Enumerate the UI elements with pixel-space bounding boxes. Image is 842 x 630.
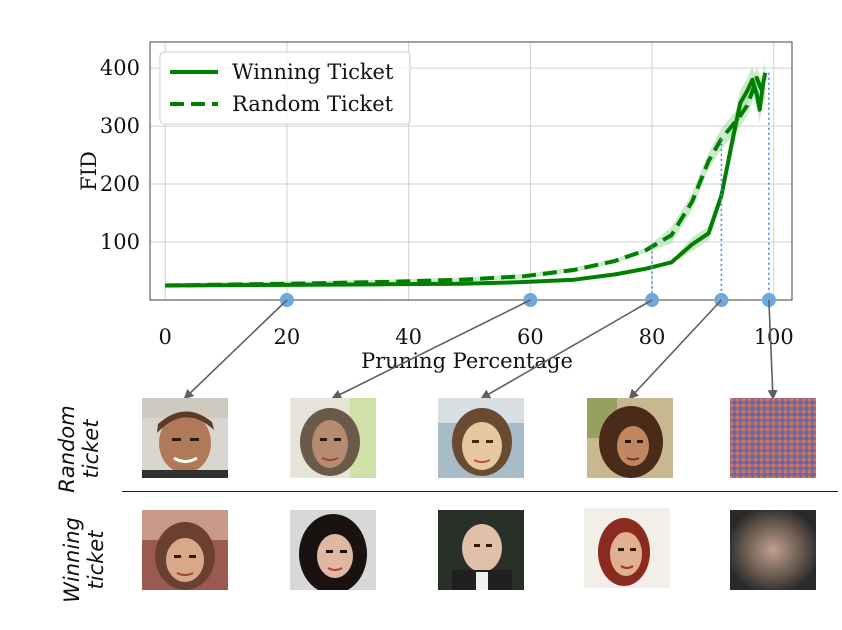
x-tick-label-0: 0 — [159, 325, 172, 349]
row-label-winning-ticket: Winning ticket — [60, 510, 108, 610]
row-label-random-ticket: Random ticket — [55, 399, 103, 499]
x-tick-label-80: 80 — [639, 325, 666, 349]
y-axis-label: FID — [77, 151, 101, 191]
x-tick-label-20: 20 — [274, 325, 301, 349]
random-sample-image-1 — [142, 398, 228, 478]
arrow-to-sample-2 — [331, 299, 531, 399]
winning-sample-image-1 — [142, 510, 228, 590]
random-sample-image-3 — [438, 398, 524, 478]
y-tick-label-100: 100 — [100, 230, 140, 254]
y-tick-label-200: 200 — [100, 172, 140, 196]
legend-label-random-ticket: Random Ticket — [232, 92, 394, 116]
random-sample-noise-image — [730, 398, 816, 478]
winning-sample-image-4 — [584, 508, 670, 588]
random-sample-image-4 — [587, 398, 673, 478]
arrow-to-sample-3 — [480, 299, 653, 399]
winning-sample-noise-image — [730, 510, 816, 590]
row-label-winning-line1: Winning — [60, 517, 84, 603]
row-label-random-line2: ticket — [79, 419, 103, 479]
random-sample-image-2 — [290, 398, 376, 478]
x-tick-label-40: 40 — [395, 325, 422, 349]
arrow-to-sample-4 — [628, 299, 722, 400]
y-tick-label-300: 300 — [100, 114, 140, 138]
x-tick-label-60: 60 — [517, 325, 544, 349]
row-divider — [122, 491, 838, 492]
row-label-winning-line2: ticket — [84, 530, 108, 590]
y-tick-label-400: 400 — [100, 56, 140, 80]
arrow-to-sample-1 — [183, 299, 288, 400]
winning-sample-image-2 — [290, 510, 376, 590]
x-axis-label: Pruning Percentage — [361, 349, 573, 373]
x-tick-label-100: 100 — [754, 325, 794, 349]
legend-box — [159, 51, 411, 125]
random-ticket-line — [165, 75, 767, 288]
arrow-to-sample-5 — [767, 299, 778, 400]
plot-frame — [149, 41, 793, 301]
legend-label-winning-ticket: Winning Ticket — [232, 60, 394, 84]
winning-sample-image-3 — [438, 510, 524, 590]
winning-ticket-line — [165, 72, 768, 288]
row-label-random-line1: Random — [55, 405, 79, 493]
